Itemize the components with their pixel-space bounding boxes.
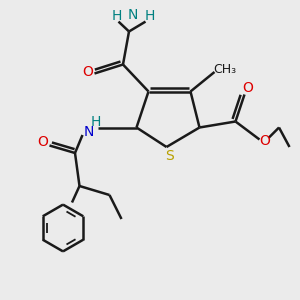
Text: O: O [242, 82, 253, 95]
Text: H: H [91, 115, 101, 128]
Text: O: O [82, 65, 93, 79]
Text: H: H [111, 10, 122, 23]
Text: O: O [260, 134, 270, 148]
Text: N: N [83, 125, 94, 139]
Text: CH₃: CH₃ [213, 62, 237, 76]
Text: N: N [128, 8, 138, 22]
Text: S: S [165, 149, 174, 163]
Text: H: H [144, 10, 154, 23]
Text: O: O [38, 136, 48, 149]
